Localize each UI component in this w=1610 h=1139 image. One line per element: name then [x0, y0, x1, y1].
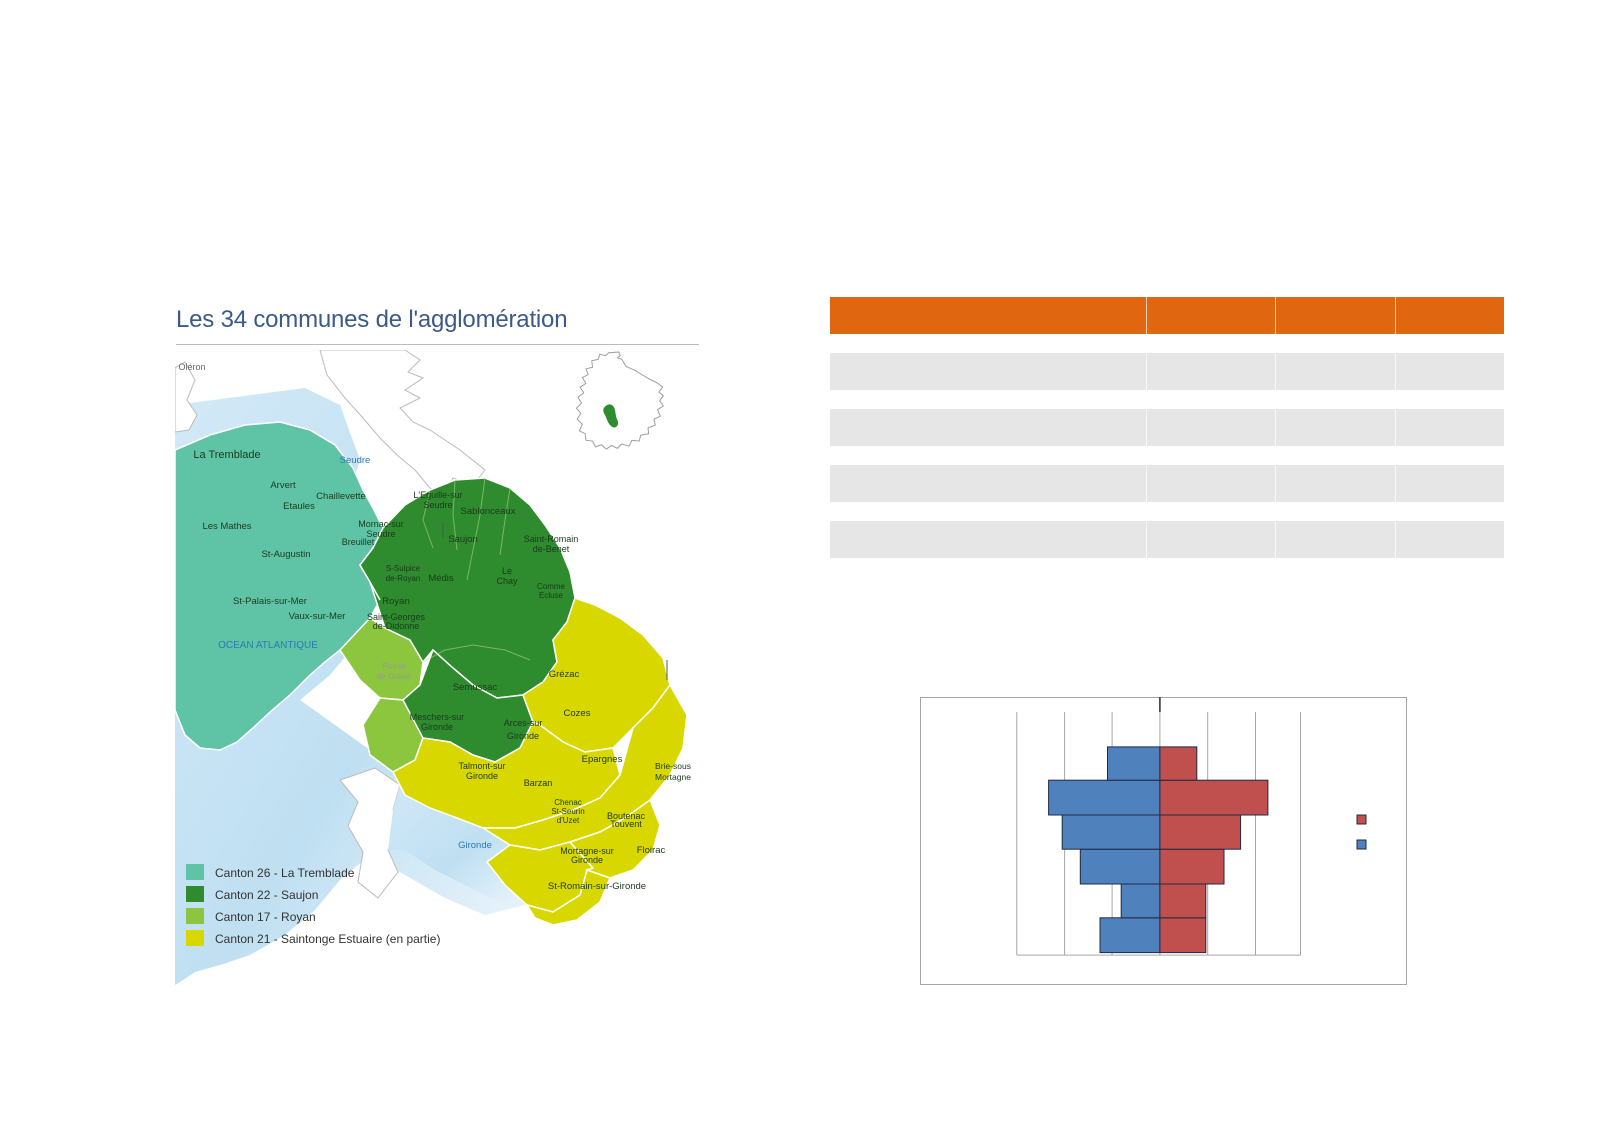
svg-text:Chenac: Chenac	[554, 798, 582, 807]
svg-text:Canton 26 - La Tremblade: Canton 26 - La Tremblade	[215, 866, 355, 880]
svg-text:Saint-Romain: Saint-Romain	[524, 534, 579, 544]
svg-text:Talmont-sur: Talmont-sur	[458, 761, 505, 771]
svg-text:Les Mathes: Les Mathes	[202, 521, 251, 532]
svg-text:Chay: Chay	[496, 576, 518, 586]
svg-text:Canton 17 - Royan: Canton 17 - Royan	[215, 910, 316, 924]
svg-text:Etaules: Etaules	[283, 501, 315, 512]
svg-text:Seudre: Seudre	[423, 500, 452, 510]
svg-text:Gironde: Gironde	[571, 855, 603, 865]
svg-text:Saujon: Saujon	[448, 534, 478, 545]
svg-text:OCEAN ATLANTIQUE: OCEAN ATLANTIQUE	[218, 640, 318, 651]
svg-text:Royan: Royan	[382, 596, 409, 607]
svg-text:L'Eguille-sur: L'Eguille-sur	[413, 490, 462, 500]
svg-text:Arces-sur: Arces-sur	[504, 718, 543, 728]
svg-text:Semussac: Semussac	[453, 682, 498, 693]
svg-text:Mornac-sur: Mornac-sur	[358, 519, 404, 529]
svg-text:Gironde: Gironde	[507, 731, 539, 741]
svg-text:St-Seurin: St-Seurin	[551, 807, 584, 816]
svg-text:Barzan: Barzan	[524, 778, 553, 788]
svg-text:Epargnes: Epargnes	[582, 754, 623, 765]
svg-text:Vaux-sur-Mer: Vaux-sur-Mer	[289, 611, 346, 622]
svg-text:de Grave: de Grave	[377, 671, 412, 681]
svg-text:Floirac: Floirac	[637, 845, 666, 856]
svg-text:Grézac: Grézac	[549, 669, 580, 680]
svg-text:S-Sulpice: S-Sulpice	[386, 564, 421, 573]
svg-text:Comme: Comme	[537, 582, 566, 591]
svg-text:de-Didonne: de-Didonne	[373, 621, 420, 631]
svg-text:de-Royan: de-Royan	[386, 574, 421, 583]
svg-text:Canton 22 - Saujon: Canton 22 - Saujon	[215, 888, 318, 902]
svg-text:Le: Le	[502, 566, 512, 576]
svg-text:La Tremblade: La Tremblade	[193, 449, 260, 461]
svg-text:d'Uzet: d'Uzet	[557, 816, 580, 825]
svg-text:St-Palais-sur-Mer: St-Palais-sur-Mer	[233, 596, 307, 607]
svg-text:Canton 21 - Saintonge Estuaire: Canton 21 - Saintonge Estuaire (en parti…	[215, 932, 440, 946]
svg-text:Médis: Médis	[428, 573, 454, 584]
svg-text:Gironde: Gironde	[458, 840, 492, 851]
svg-text:Mortagne: Mortagne	[655, 772, 691, 782]
svg-text:de-Benet: de-Benet	[533, 544, 570, 554]
svg-text:Ecluse: Ecluse	[539, 591, 564, 600]
svg-text:Seudre: Seudre	[340, 455, 371, 466]
svg-text:Brie-sous: Brie-sous	[655, 761, 691, 771]
svg-text:Cozes: Cozes	[564, 708, 591, 719]
svg-text:Meschers-sur: Meschers-sur	[410, 712, 465, 722]
svg-text:Sablonceaux: Sablonceaux	[461, 506, 516, 517]
svg-text:Chaillevette: Chaillevette	[316, 491, 366, 502]
svg-text:Oléron: Oléron	[178, 362, 205, 372]
svg-text:St-Augustin: St-Augustin	[261, 549, 310, 560]
svg-text:Arvert: Arvert	[270, 480, 296, 491]
svg-text:Gironde: Gironde	[466, 771, 498, 781]
svg-text:Gironde: Gironde	[421, 722, 453, 732]
svg-text:Breuillet: Breuillet	[342, 537, 375, 547]
svg-text:St-Romain-sur-Gironde: St-Romain-sur-Gironde	[548, 881, 646, 892]
svg-text:Pointe: Pointe	[382, 661, 406, 671]
svg-text:Touvent: Touvent	[610, 819, 642, 829]
